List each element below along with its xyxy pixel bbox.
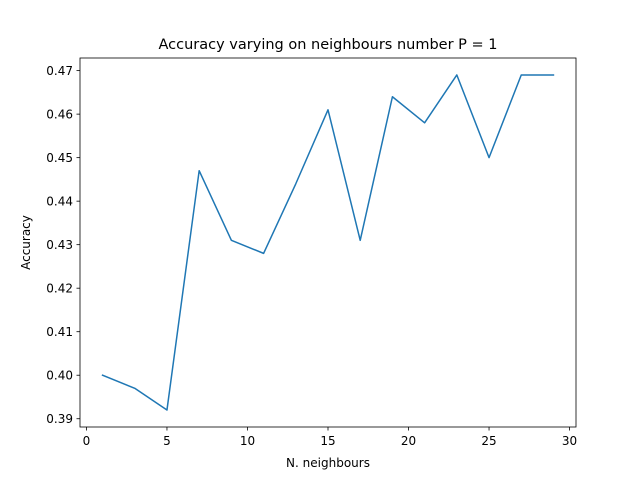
x-axis-label: N. neighbours	[286, 456, 370, 470]
x-tick-label: 30	[562, 434, 577, 448]
y-tick-label: 0.46	[46, 107, 73, 121]
y-tick-label: 0.39	[46, 412, 73, 426]
y-tick-label: 0.45	[46, 151, 73, 165]
x-tick-label: 5	[163, 434, 171, 448]
y-tick-label: 0.40	[46, 369, 73, 383]
y-tick-label: 0.42	[46, 281, 73, 295]
x-tick-label: 25	[481, 434, 496, 448]
y-tick-label: 0.47	[46, 64, 73, 78]
y-tick-label: 0.44	[46, 194, 73, 208]
x-tick-label: 20	[401, 434, 416, 448]
chart-title: Accuracy varying on neighbours number P …	[159, 37, 498, 53]
y-tick-label: 0.43	[46, 238, 73, 252]
y-tick-label: 0.41	[46, 325, 73, 339]
x-tick-label: 15	[320, 434, 335, 448]
y-axis-label: Accuracy	[19, 215, 33, 270]
x-tick-label: 0	[83, 434, 91, 448]
x-tick-label: 10	[240, 434, 255, 448]
